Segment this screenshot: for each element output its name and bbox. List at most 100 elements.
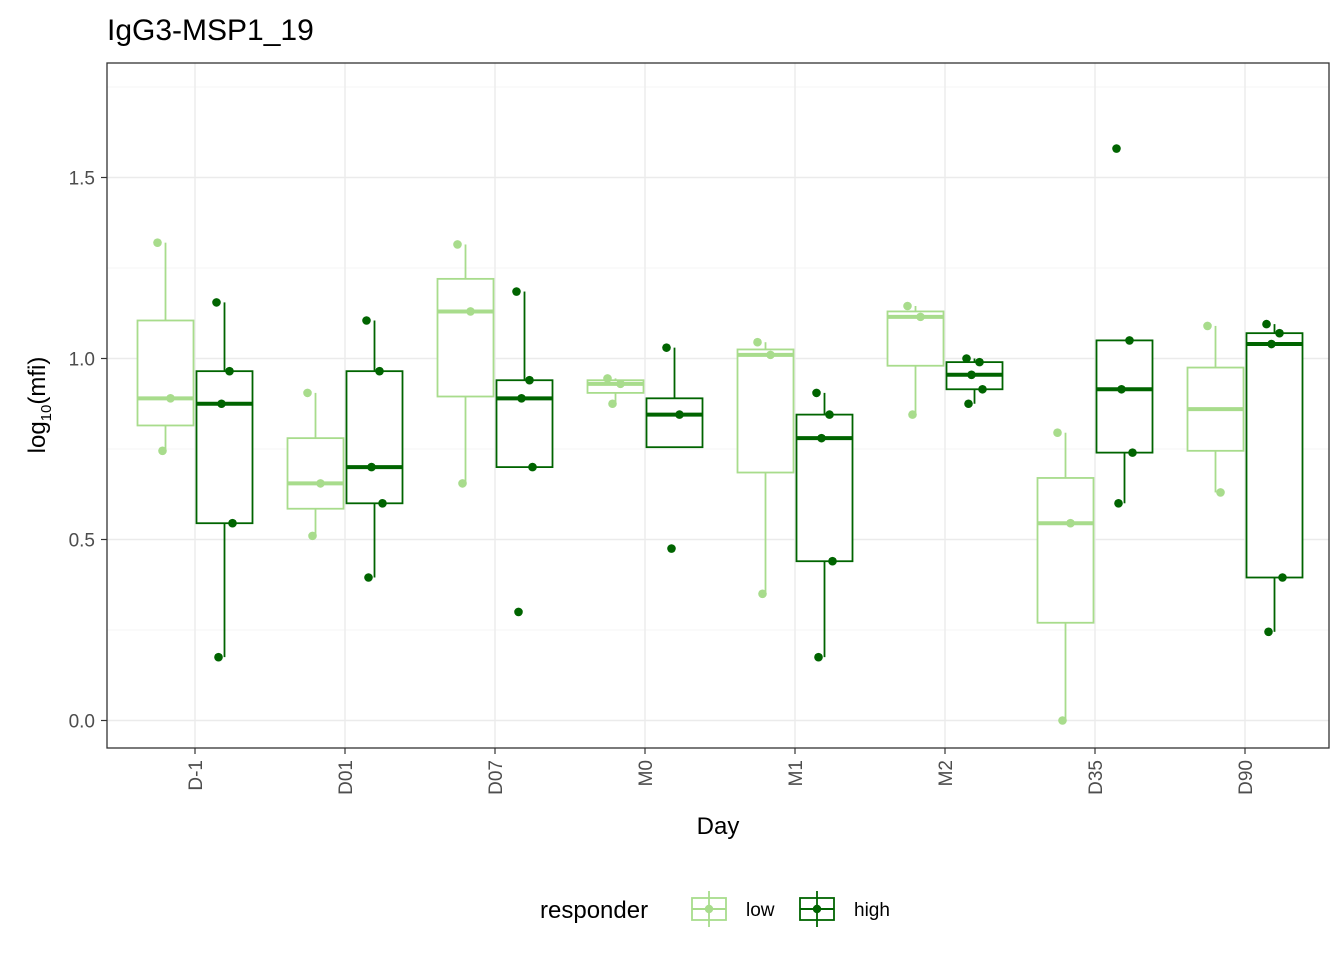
data-point bbox=[214, 652, 223, 662]
data-point bbox=[967, 370, 976, 380]
data-point bbox=[825, 410, 834, 419]
x-tick-label: D07 bbox=[486, 760, 507, 795]
data-point bbox=[362, 316, 371, 325]
data-point bbox=[514, 607, 523, 617]
data-point bbox=[667, 544, 676, 553]
data-point bbox=[978, 384, 987, 394]
data-point bbox=[1278, 573, 1287, 582]
data-point bbox=[817, 433, 826, 443]
data-point bbox=[1053, 428, 1062, 438]
data-point bbox=[1117, 384, 1126, 394]
data-point bbox=[228, 518, 237, 528]
box-rect bbox=[136, 319, 195, 427]
y-tick-label: 1.0 bbox=[69, 350, 95, 371]
data-point bbox=[908, 410, 917, 419]
data-point bbox=[662, 343, 671, 352]
data-point bbox=[1275, 328, 1284, 338]
data-point bbox=[166, 394, 175, 403]
legend-key-high bbox=[799, 891, 835, 927]
box-high-D35 bbox=[1095, 144, 1154, 508]
data-point bbox=[1114, 499, 1123, 508]
box-low-M1 bbox=[736, 337, 795, 599]
data-point bbox=[525, 375, 534, 385]
data-point bbox=[378, 499, 387, 508]
data-point bbox=[916, 312, 925, 322]
x-tick-label: D90 bbox=[1236, 760, 1257, 795]
data-point bbox=[1203, 321, 1212, 331]
data-point bbox=[1125, 336, 1134, 345]
y-tick-label: 1.5 bbox=[69, 169, 95, 190]
data-point bbox=[753, 337, 762, 347]
y-axis-title: log10(mfi) bbox=[24, 357, 55, 454]
y-axis: 0.0 0.5 1.0 1.5 bbox=[69, 169, 107, 733]
data-point bbox=[453, 240, 462, 249]
panel-border bbox=[106, 62, 1330, 749]
box-low-D-1 bbox=[136, 238, 195, 456]
box-high-D07 bbox=[495, 287, 554, 617]
box-low-M0 bbox=[586, 374, 645, 409]
box-rect bbox=[286, 437, 345, 510]
legend-key-high-point bbox=[812, 904, 822, 914]
box-high-M1 bbox=[795, 388, 854, 662]
data-point bbox=[766, 350, 775, 360]
data-point bbox=[153, 238, 162, 247]
data-point bbox=[1216, 488, 1225, 497]
data-point bbox=[603, 374, 612, 383]
boxplots bbox=[136, 144, 1304, 725]
data-point bbox=[375, 366, 384, 376]
data-point bbox=[517, 394, 526, 403]
box-rect bbox=[1245, 332, 1304, 579]
data-point bbox=[212, 298, 221, 307]
data-point bbox=[903, 301, 912, 311]
data-point bbox=[975, 357, 984, 367]
box-rect bbox=[345, 370, 404, 505]
y-axis-title-subscript: 10 bbox=[38, 405, 55, 422]
data-point bbox=[364, 573, 373, 582]
x-tick-label: D-1 bbox=[186, 760, 207, 791]
box-rect bbox=[1095, 339, 1154, 454]
data-point bbox=[1128, 448, 1137, 457]
box-high-D-1 bbox=[195, 298, 254, 662]
box-low-D07 bbox=[436, 240, 495, 488]
box-low-D01 bbox=[286, 388, 345, 541]
data-point bbox=[458, 479, 467, 488]
data-point bbox=[316, 479, 325, 488]
chart-title: IgG3-MSP1_19 bbox=[107, 14, 314, 47]
box-low-D35 bbox=[1036, 428, 1095, 725]
box-high-D01 bbox=[345, 316, 404, 582]
box-rect bbox=[645, 397, 704, 449]
data-point bbox=[608, 399, 617, 409]
data-point bbox=[158, 446, 167, 456]
data-point bbox=[1267, 339, 1276, 349]
box-low-M2 bbox=[886, 301, 945, 419]
legend-title: responder bbox=[540, 897, 648, 924]
data-point bbox=[217, 399, 226, 409]
legend-key-low-point bbox=[704, 904, 714, 914]
data-point bbox=[1264, 627, 1273, 637]
legend-key-low bbox=[691, 891, 727, 927]
box-rect bbox=[436, 277, 495, 398]
data-point bbox=[675, 410, 684, 419]
data-point bbox=[308, 531, 317, 541]
plot-panel bbox=[106, 62, 1330, 749]
x-tick-label: M1 bbox=[786, 760, 807, 786]
data-point bbox=[828, 556, 837, 566]
box-high-D90 bbox=[1245, 319, 1304, 637]
data-point bbox=[1262, 319, 1271, 329]
box-rect bbox=[736, 348, 795, 474]
data-point bbox=[812, 388, 821, 398]
box-rect bbox=[495, 379, 554, 468]
legend-label-high: high bbox=[854, 900, 890, 921]
x-axis: D-1 D01 D07 M0 M1 M2 D35 D90 bbox=[186, 748, 1257, 795]
box-low-D90 bbox=[1186, 321, 1245, 497]
y-axis-title-base: log bbox=[24, 421, 51, 453]
y-tick-label: 0.5 bbox=[69, 531, 95, 552]
box-high-M2 bbox=[945, 354, 1004, 409]
data-point bbox=[964, 399, 973, 409]
data-point bbox=[225, 366, 234, 376]
data-point bbox=[1058, 716, 1067, 725]
x-tick-label: M2 bbox=[936, 760, 957, 786]
data-point bbox=[303, 388, 312, 398]
data-point bbox=[616, 379, 625, 389]
data-point bbox=[814, 652, 823, 662]
